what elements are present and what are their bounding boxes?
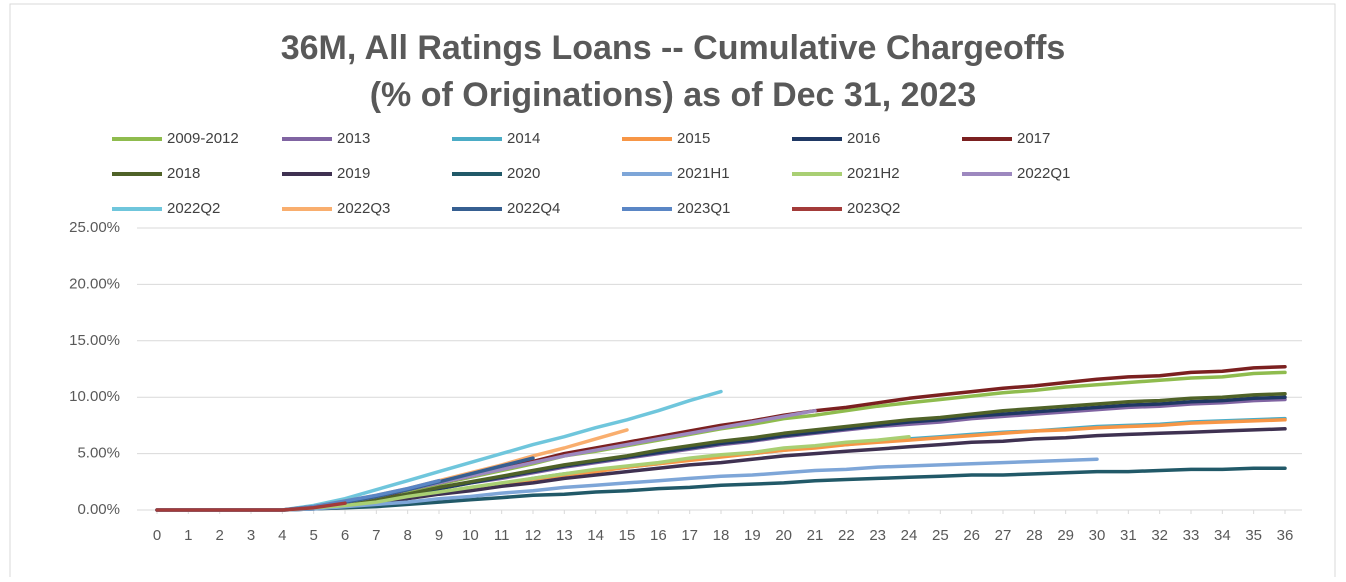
x-tick-label: 1	[184, 527, 192, 544]
x-tick-label: 20	[775, 527, 792, 544]
legend-label: 2021H1	[677, 165, 730, 182]
x-tick-label: 15	[619, 527, 636, 544]
legend-label: 2023Q2	[847, 200, 900, 217]
x-tick-label: 12	[525, 527, 542, 544]
x-tick-label: 29	[1057, 527, 1074, 544]
legend-label: 2021H2	[847, 165, 900, 182]
x-tick-label: 8	[403, 527, 411, 544]
legend-label: 2018	[167, 165, 200, 182]
legend-label: 2022Q1	[1017, 165, 1070, 182]
legend-label: 2022Q4	[507, 200, 560, 217]
x-tick-label: 21	[807, 527, 824, 544]
legend-label: 2020	[507, 165, 540, 182]
x-tick-label: 5	[309, 527, 317, 544]
x-tick-label: 24	[901, 527, 918, 544]
x-tick-label: 33	[1183, 527, 1200, 544]
series-line	[155, 501, 347, 512]
y-tick-label: 0.00%	[77, 501, 120, 518]
x-tick-label: 3	[247, 527, 255, 544]
y-tick-label: 20.00%	[69, 275, 120, 292]
x-tick-label: 7	[372, 527, 380, 544]
x-tick-label: 25	[932, 527, 949, 544]
x-tick-label: 17	[681, 527, 698, 544]
x-tick-label: 13	[556, 527, 573, 544]
x-tick-label: 2	[215, 527, 223, 544]
legend-label: 2013	[337, 130, 370, 147]
x-tick-label: 30	[1089, 527, 1106, 544]
x-tick-label: 9	[435, 527, 443, 544]
y-tick-label: 10.00%	[69, 388, 120, 405]
y-tick-label: 5.00%	[77, 445, 120, 462]
x-tick-label: 11	[494, 527, 510, 544]
x-tick-label: 28	[1026, 527, 1043, 544]
x-tick-label: 34	[1214, 527, 1231, 544]
x-tick-label: 18	[713, 527, 730, 544]
legend-label: 2019	[337, 165, 370, 182]
legend-label: 2015	[677, 130, 710, 147]
x-tick-label: 23	[869, 527, 886, 544]
x-tick-label: 10	[462, 527, 479, 544]
x-tick-label: 19	[744, 527, 761, 544]
chart-title: 36M, All Ratings Loans -- Cumulative Cha…	[281, 29, 1066, 67]
legend-label: 2014	[507, 130, 540, 147]
legend-label: 2017	[1017, 130, 1050, 147]
y-tick-label: 15.00%	[69, 332, 120, 349]
x-tick-label: 31	[1120, 527, 1137, 544]
x-tick-label: 16	[650, 527, 667, 544]
legend-label: 2022Q3	[337, 200, 390, 217]
x-tick-label: 27	[995, 527, 1012, 544]
chart-frame	[9, 3, 1336, 582]
legend-label: 2023Q1	[677, 200, 730, 217]
x-tick-label: 22	[838, 527, 855, 544]
x-tick-label: 32	[1151, 527, 1168, 544]
legend-label: 2016	[847, 130, 880, 147]
legend-label: 2009-2012	[167, 130, 239, 147]
legend-label: 2022Q2	[167, 200, 220, 217]
x-tick-label: 6	[341, 527, 349, 544]
x-tick-label: 35	[1245, 527, 1262, 544]
x-tick-label: 0	[153, 527, 161, 544]
chart-title: (% of Originations) as of Dec 31, 2023	[370, 76, 977, 114]
x-tick-label: 26	[963, 527, 980, 544]
x-tick-label: 4	[278, 527, 286, 544]
x-tick-label: 36	[1277, 527, 1294, 544]
x-tick-label: 14	[587, 527, 604, 544]
y-tick-label: 25.00%	[69, 219, 120, 236]
